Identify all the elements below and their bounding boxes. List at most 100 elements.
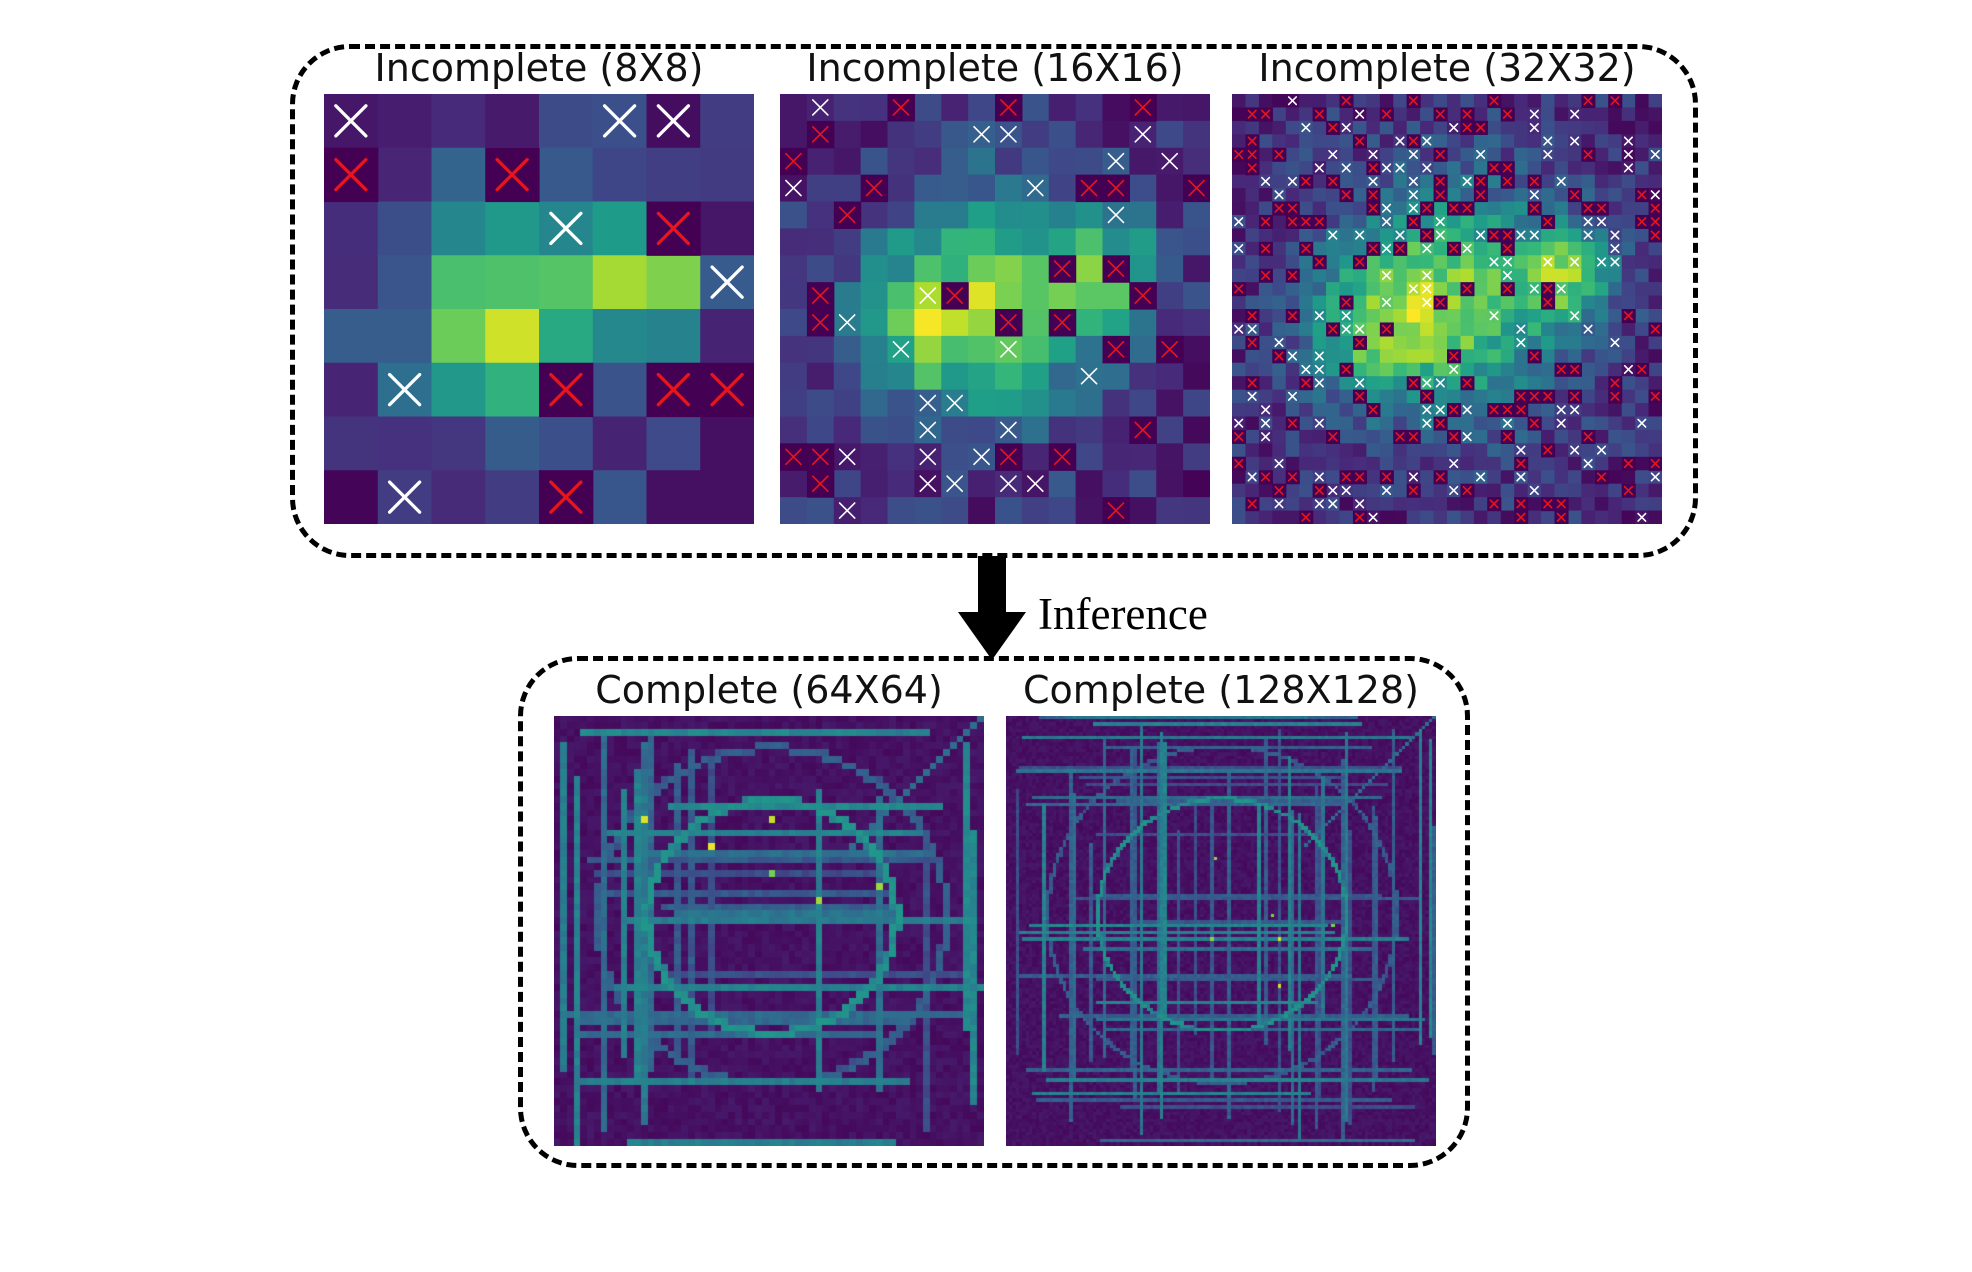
heatmap-cell <box>1379 429 1394 444</box>
mask-x-icon <box>1287 270 1298 280</box>
heatmap-cell <box>860 470 889 498</box>
heatmap-cell <box>1048 147 1077 176</box>
heatmap-cell <box>1527 147 1542 162</box>
mask-x-icon <box>919 421 937 439</box>
mask-x-icon <box>1623 136 1633 146</box>
heatmap-cell <box>1285 456 1300 471</box>
heatmap-cell <box>1541 188 1556 203</box>
heatmap-cell <box>1258 94 1273 109</box>
heatmap-cell <box>646 255 701 310</box>
mask-x-icon <box>334 157 368 192</box>
heatmap-cell <box>1021 120 1050 149</box>
heatmap-cell <box>1245 362 1260 377</box>
heatmap-cell <box>914 255 942 283</box>
mask-x-icon <box>1000 340 1017 358</box>
mask-x-icon <box>1381 217 1392 227</box>
heatmap-cell <box>1594 174 1609 189</box>
heatmap-cell <box>1048 470 1077 498</box>
heatmap-cell <box>806 174 835 203</box>
heatmap-cell <box>1514 295 1529 310</box>
heatmap-cell <box>1352 443 1367 458</box>
heatmap-cell <box>1433 282 1448 297</box>
heatmap-cell <box>1581 282 1596 297</box>
heatmap-cell <box>860 443 889 471</box>
heatmap-cell <box>1567 201 1582 216</box>
heatmap-cell <box>887 416 915 444</box>
heatmap-cell <box>1312 510 1327 524</box>
heatmap-cell <box>1473 107 1488 122</box>
heatmap-cell <box>1312 403 1327 418</box>
mask-x-icon <box>1314 364 1324 375</box>
heatmap-cell <box>1366 228 1381 243</box>
heatmap-cell <box>1245 201 1260 216</box>
heatmap-cell <box>1232 228 1247 243</box>
heatmap-cell <box>1487 295 1502 310</box>
heatmap-cell <box>1326 349 1341 364</box>
heatmap-cell <box>1460 255 1475 270</box>
heatmap-cell <box>1473 201 1488 216</box>
heatmap-cell <box>1567 376 1582 391</box>
heatmap-incomplete-16x16 <box>780 94 1210 524</box>
mask-x-icon <box>1449 485 1459 495</box>
heatmap-cell <box>700 147 754 203</box>
mask-x-icon <box>1650 203 1660 213</box>
mask-x-icon <box>1422 284 1432 294</box>
heatmap-cell <box>1366 362 1381 377</box>
heatmap-cell <box>1379 188 1394 203</box>
heatmap-cell <box>1433 497 1448 512</box>
heatmap-cell <box>1183 389 1210 418</box>
heatmap-cell <box>1245 510 1260 524</box>
heatmap-cell <box>1048 201 1077 229</box>
heatmap-cell <box>1299 134 1314 149</box>
heatmap-cell <box>1352 161 1367 176</box>
heatmap-cell <box>1285 362 1300 377</box>
mask-x-icon <box>1301 243 1311 254</box>
heatmap-cell <box>1326 188 1341 203</box>
heatmap-cell <box>1366 134 1381 149</box>
heatmap-cell <box>1339 228 1354 243</box>
heatmap-cell <box>1500 510 1515 524</box>
heatmap-cell <box>485 362 540 418</box>
mask-x-icon <box>973 448 990 466</box>
heatmap-cell <box>1608 362 1623 377</box>
heatmap-cell <box>646 470 701 524</box>
heatmap-cell <box>1393 416 1408 431</box>
heatmap-cell <box>1232 483 1247 498</box>
heatmap-cell <box>1420 188 1435 203</box>
heatmap-cell <box>1272 241 1287 256</box>
heatmap-cell <box>1379 94 1394 109</box>
heatmap-cell <box>995 255 1023 283</box>
heatmap-cell <box>1514 268 1529 283</box>
heatmap-cell <box>1621 295 1636 310</box>
heatmap-cell <box>1366 107 1381 122</box>
heatmap-cell <box>1473 214 1488 229</box>
heatmap-cell <box>1352 349 1367 364</box>
heatmap-cell <box>995 389 1023 418</box>
mask-x-icon <box>1610 391 1620 401</box>
heatmap-cell <box>1299 335 1314 350</box>
heatmap-cell <box>1447 174 1462 189</box>
heatmap-cell <box>1299 282 1314 297</box>
heatmap-cell <box>1648 483 1662 498</box>
heatmap-cell <box>1541 120 1556 135</box>
mask-x-icon <box>919 448 937 466</box>
heatmap-cell <box>700 94 754 149</box>
mask-x-icon <box>1341 190 1351 200</box>
heatmap-cell <box>1447 497 1462 512</box>
mask-x-icon <box>1449 432 1459 442</box>
heatmap-cell <box>1541 456 1556 471</box>
heatmap-cell <box>1594 362 1609 377</box>
mask-x-icon <box>1422 163 1432 173</box>
mask-x-icon <box>1435 190 1445 200</box>
mask-x-icon <box>1107 206 1125 224</box>
heatmap-cell <box>1447 188 1462 203</box>
heatmap-cell <box>1183 94 1210 122</box>
heatmap-cell <box>1500 497 1515 512</box>
mask-x-icon <box>865 179 883 197</box>
heatmap-cell <box>1102 120 1130 149</box>
heatmap-cell <box>968 147 996 176</box>
mask-x-icon <box>1134 287 1152 304</box>
mask-x-icon <box>1134 421 1152 439</box>
heatmap-cell <box>1420 497 1435 512</box>
heatmap-cell <box>833 389 862 418</box>
